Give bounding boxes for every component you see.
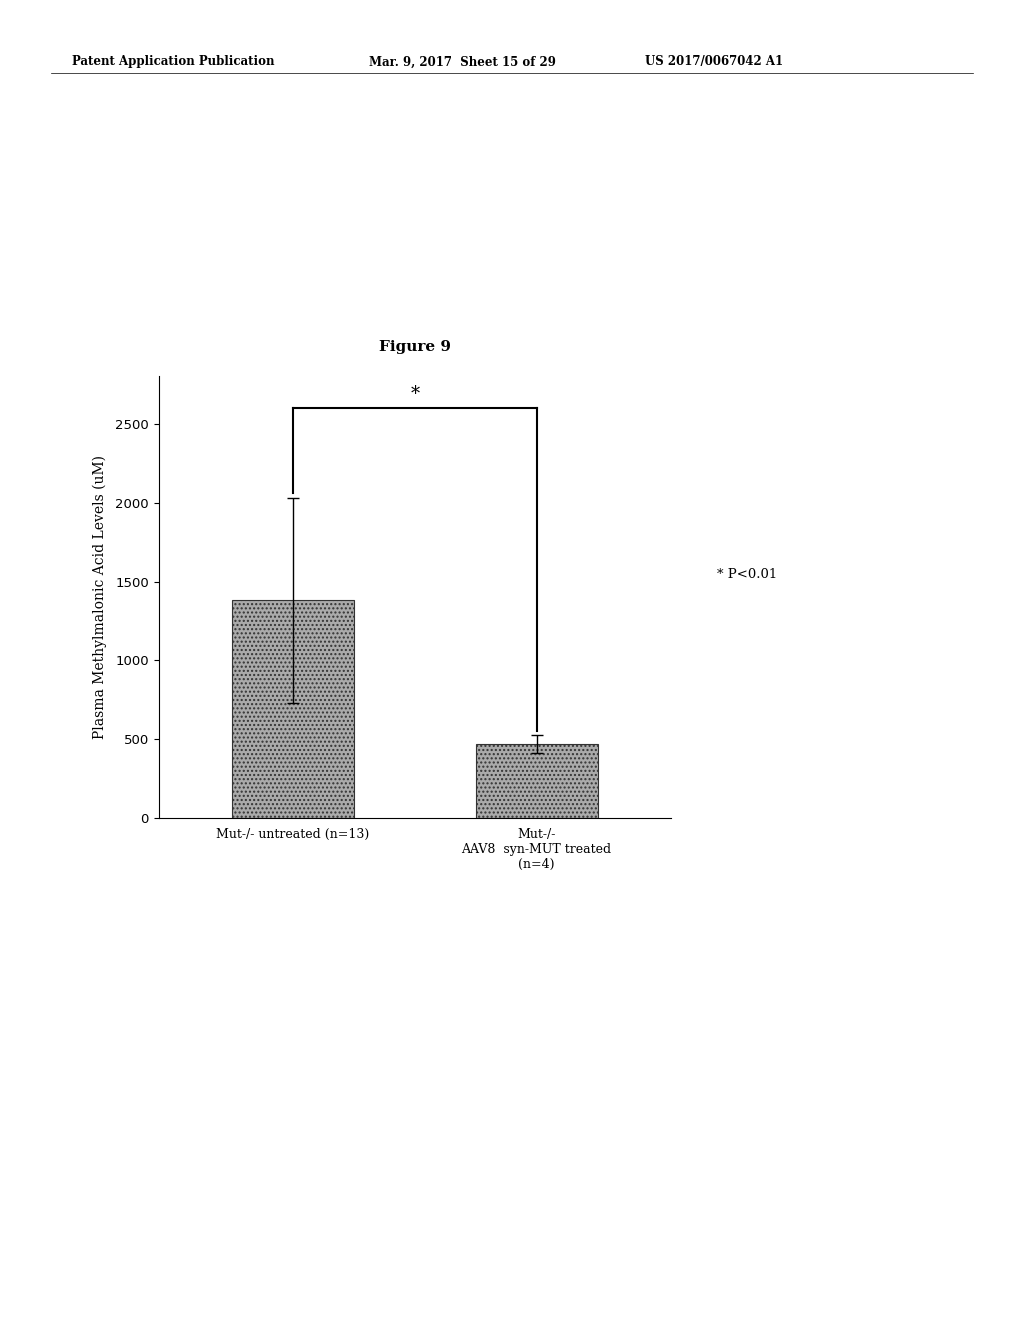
Text: Mar. 9, 2017  Sheet 15 of 29: Mar. 9, 2017 Sheet 15 of 29 [369, 55, 555, 69]
Bar [476, 744, 598, 818]
Bar [231, 601, 353, 818]
Text: US 2017/0067042 A1: US 2017/0067042 A1 [645, 55, 783, 69]
Text: Patent Application Publication: Patent Application Publication [72, 55, 274, 69]
Text: * P<0.01: * P<0.01 [717, 568, 777, 581]
Text: Figure 9: Figure 9 [379, 339, 451, 354]
Y-axis label: Plasma Methylmalonic Acid Levels (uM): Plasma Methylmalonic Acid Levels (uM) [92, 455, 106, 739]
Text: *: * [411, 385, 419, 403]
